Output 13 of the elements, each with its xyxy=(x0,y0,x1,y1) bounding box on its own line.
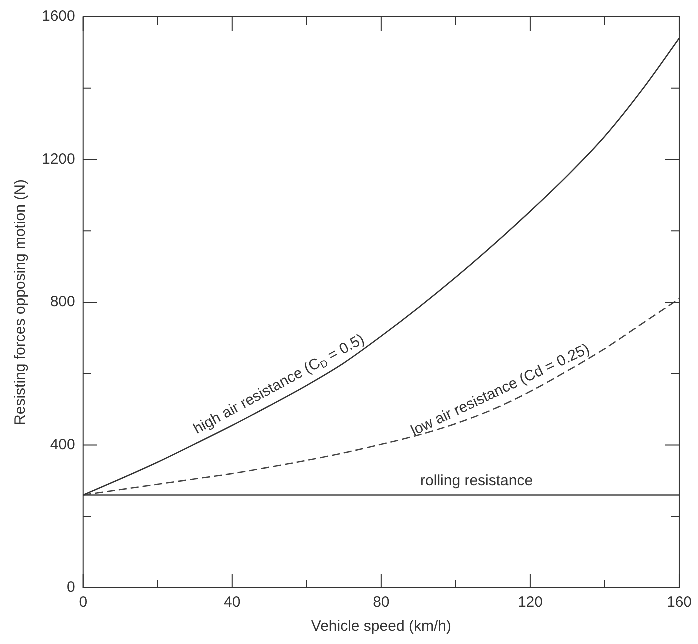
x-axis-title: Vehicle speed (km/h) xyxy=(311,618,452,636)
y-axis-title: Resisting forces opposing motion (N) xyxy=(12,180,30,426)
x-tick-label: 160 xyxy=(666,594,692,612)
x-tick-label: 80 xyxy=(373,594,390,612)
y-tick-label: 0 xyxy=(67,579,76,596)
y-tick-label: 1200 xyxy=(42,150,76,168)
x-tick-label: 0 xyxy=(79,594,88,612)
series-label: rolling resistance xyxy=(420,472,534,490)
x-tick-label: 40 xyxy=(224,594,241,612)
y-tick-label: 400 xyxy=(50,436,76,454)
y-tick-label: 1600 xyxy=(42,8,76,26)
x-tick-label: 120 xyxy=(518,594,543,612)
y-tick-label: 800 xyxy=(50,294,76,311)
